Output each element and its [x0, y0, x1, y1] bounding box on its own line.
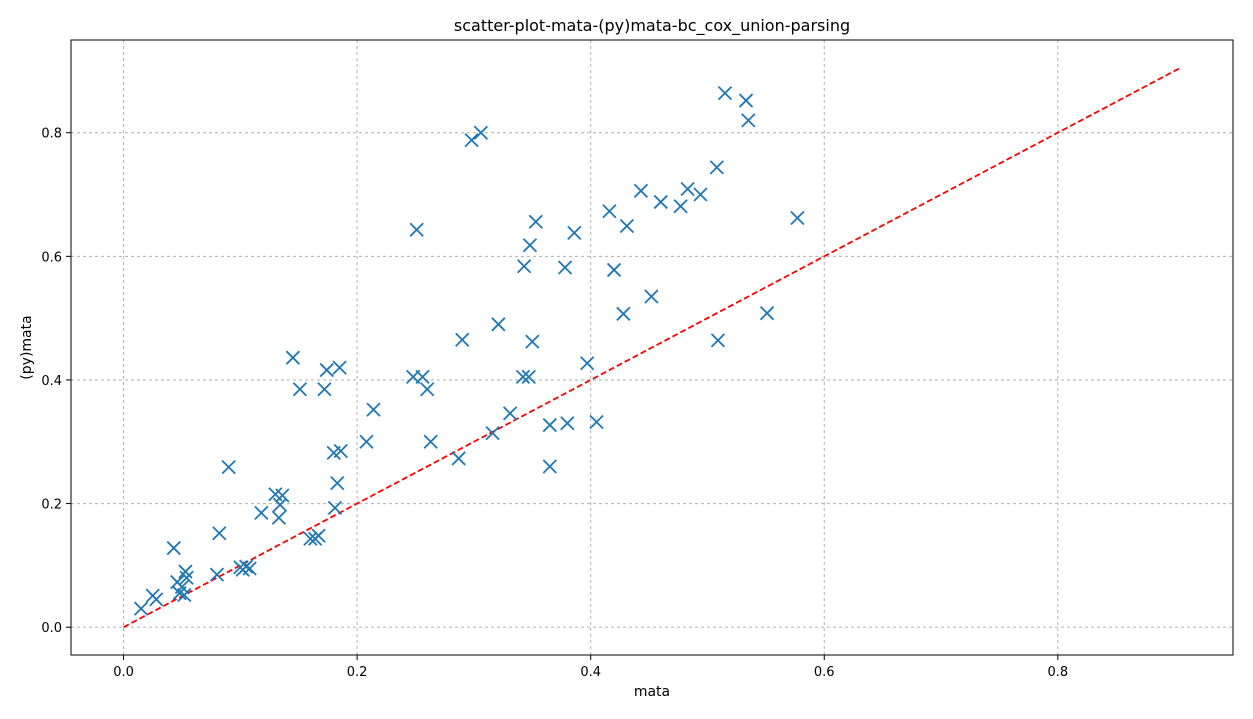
data-point [589, 414, 604, 430]
reference-line [123, 67, 1181, 628]
data-point [177, 587, 192, 603]
data-point [680, 181, 695, 197]
y-tick-label: 0.8 [41, 127, 62, 142]
data-point [327, 500, 343, 516]
data-point [525, 334, 540, 349]
data-point [319, 362, 334, 378]
data-point [491, 317, 506, 332]
reference-line-group [123, 67, 1181, 628]
data-point [741, 113, 756, 128]
data-point [179, 570, 194, 585]
data-point [759, 306, 775, 321]
data-point [254, 505, 269, 520]
y-tick-label: 0.0 [41, 621, 62, 636]
data-point [619, 218, 635, 234]
data-point [567, 225, 582, 240]
data-point [464, 132, 479, 148]
data-point [311, 528, 326, 543]
data-point [455, 332, 470, 347]
data-point [332, 360, 347, 375]
data-point [502, 406, 518, 421]
data-point [303, 531, 318, 546]
data-point [644, 289, 659, 304]
data-point [653, 194, 668, 210]
data-point [317, 382, 332, 397]
data-point [633, 183, 649, 198]
data-point [409, 222, 424, 237]
y-tick-label: 0.6 [41, 250, 62, 265]
data-point [366, 402, 381, 417]
data-points [133, 86, 805, 616]
data-point [522, 238, 538, 253]
x-tick-label: 0.8 [1047, 665, 1068, 680]
data-point [580, 356, 595, 371]
data-point [359, 434, 374, 449]
data-point [485, 425, 500, 441]
data-point [212, 526, 227, 541]
y-axis-ticks: 0.0 0.2 0.4 0.6 0.8 [41, 127, 71, 636]
data-point [272, 497, 288, 512]
data-point [542, 459, 557, 474]
data-point [709, 160, 724, 175]
data-point [710, 333, 726, 348]
data-point [330, 476, 345, 491]
y-tick-label: 0.2 [41, 498, 62, 513]
x-tick-label: 0.0 [113, 665, 134, 680]
data-point [415, 369, 430, 384]
data-point [521, 369, 536, 384]
data-point [149, 592, 164, 607]
data-point [693, 187, 708, 202]
data-point [516, 259, 532, 274]
data-point [528, 214, 543, 229]
x-tick-label: 0.4 [580, 665, 601, 680]
data-point [602, 204, 617, 219]
data-point [239, 559, 254, 574]
data-point [133, 601, 149, 616]
data-point [790, 210, 805, 226]
data-point [285, 350, 301, 365]
data-point [673, 199, 688, 214]
data-point [271, 510, 287, 525]
data-point [292, 382, 308, 397]
data-point [542, 417, 557, 433]
x-axis-label: mata [634, 684, 670, 700]
data-point [560, 416, 575, 431]
data-point [420, 382, 435, 397]
data-point [242, 561, 257, 576]
data-point [717, 86, 733, 101]
plot-frame [70, 39, 1234, 656]
data-point [333, 443, 348, 459]
data-point [515, 369, 531, 384]
data-point [473, 125, 489, 140]
data-point [738, 93, 754, 108]
data-point [174, 579, 190, 595]
grid-lines [71, 40, 1233, 655]
data-point [166, 540, 181, 556]
data-point [275, 488, 290, 503]
x-axis-ticks: 0.0 0.2 0.4 0.6 0.8 [113, 655, 1068, 680]
data-point [606, 262, 622, 278]
x-tick-label: 0.2 [347, 665, 368, 680]
data-point [616, 306, 631, 321]
y-tick-label: 0.4 [41, 374, 62, 389]
x-tick-label: 0.6 [814, 665, 835, 680]
data-point [423, 434, 438, 449]
data-point [178, 564, 193, 579]
chart-title: scatter-plot-mata-(py)mata-bc_cox_union-… [454, 16, 850, 36]
data-point [451, 451, 466, 466]
data-point [221, 459, 236, 475]
data-point [209, 567, 225, 582]
data-point [557, 260, 573, 275]
y-axis-label: (py)mata [19, 315, 35, 379]
